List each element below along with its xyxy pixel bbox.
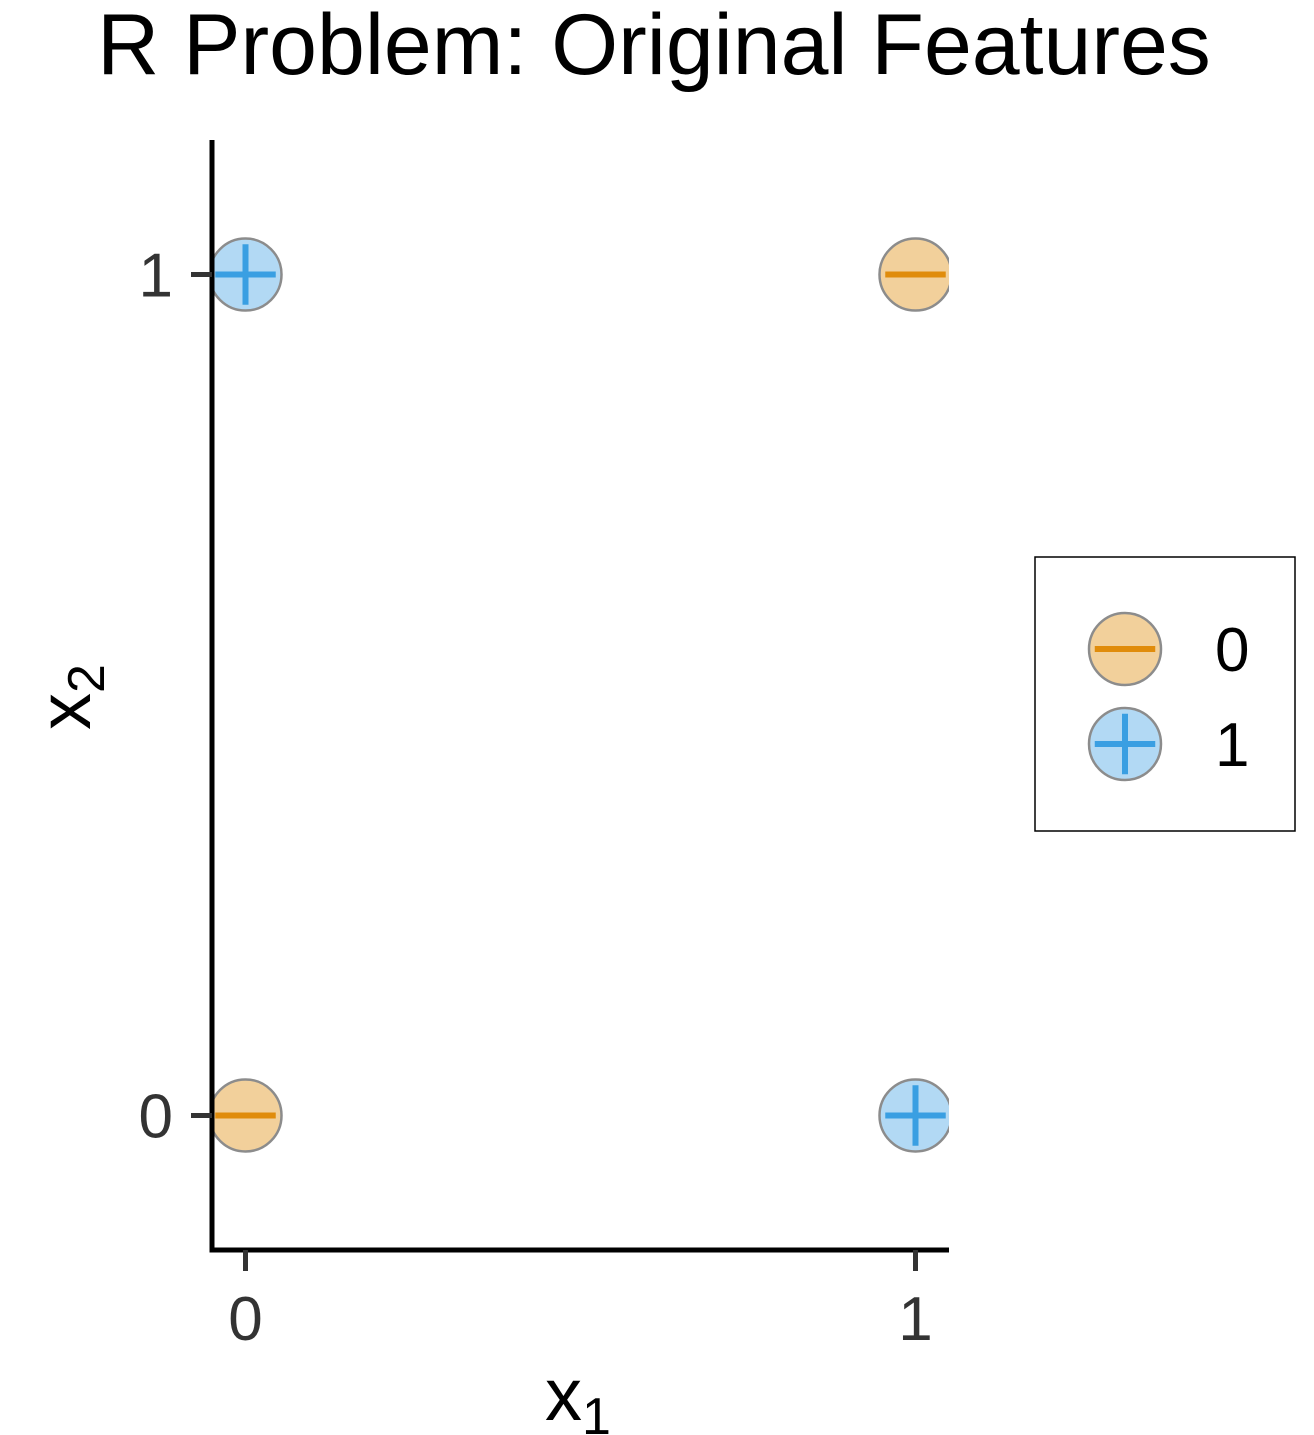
legend-label-0: 0 xyxy=(1215,616,1249,685)
x-tick-label: 0 xyxy=(228,1285,262,1354)
legend-key-1 xyxy=(1087,706,1163,782)
y-tick-label: 1 xyxy=(139,242,173,311)
y-axis-label-sub: 2 xyxy=(58,664,116,693)
data-points xyxy=(212,237,949,1153)
legend-items: 01 xyxy=(1087,611,1249,782)
x-tick-label: 1 xyxy=(898,1285,932,1354)
legend-box xyxy=(1034,556,1296,832)
x-axis-label: x1 xyxy=(545,1353,611,1435)
data-point-x0-y0 xyxy=(212,1078,283,1153)
y-tick-label: 0 xyxy=(139,1082,173,1151)
x-axis-label-base: x xyxy=(545,1353,582,1435)
y-axis-label-base: x xyxy=(23,693,106,730)
legend-label-1: 1 xyxy=(1215,711,1249,780)
y-axis-ticks: 01 xyxy=(139,242,212,1151)
chart-title: R Problem: Original Features xyxy=(97,0,1211,93)
legend-key-0 xyxy=(1087,611,1163,687)
legend: 01 xyxy=(1034,556,1296,832)
data-point-x0-y1 xyxy=(212,237,283,312)
data-point-x1-y0 xyxy=(878,1078,949,1153)
y-axis-label: x2 xyxy=(23,664,116,730)
x-axis-label-sub: 1 xyxy=(582,1388,611,1435)
data-point-x1-y1 xyxy=(878,237,949,312)
